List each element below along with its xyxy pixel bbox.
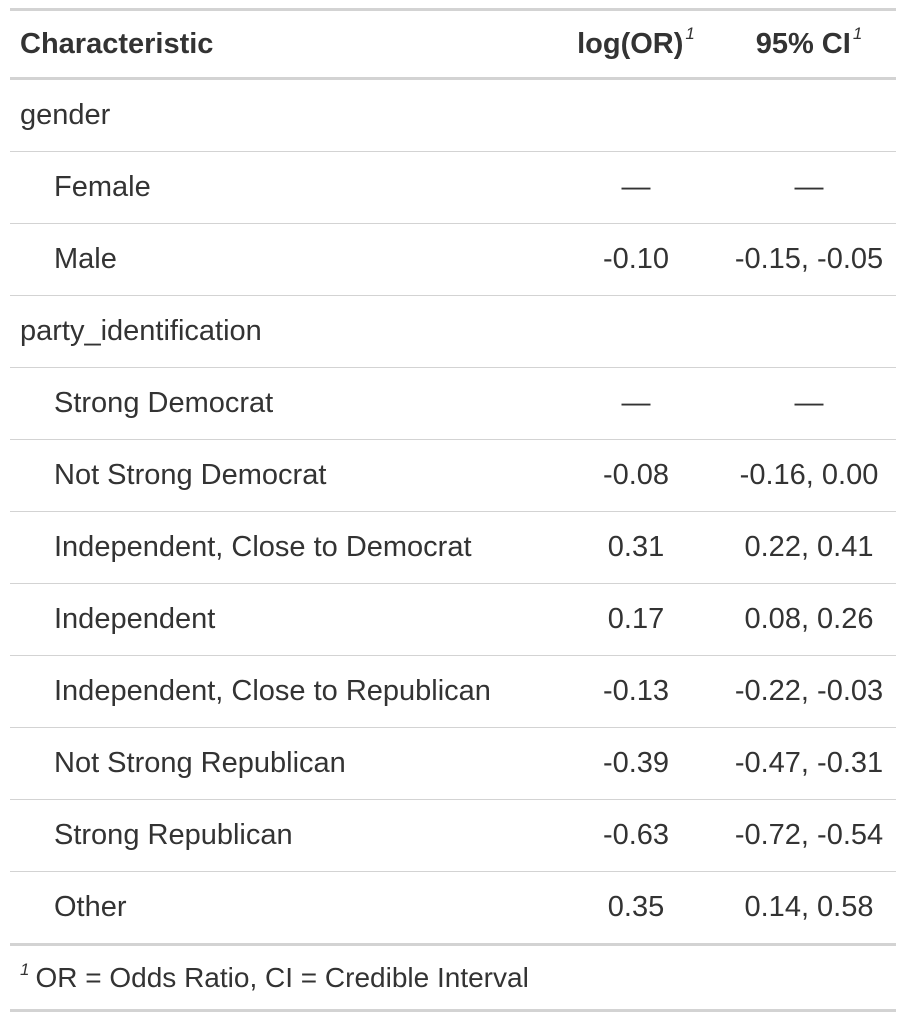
ci-cell: -0.15, -0.05 — [734, 243, 884, 275]
estimate-cell: -0.08 — [602, 459, 670, 491]
group-label-party-identification: party_identification — [20, 315, 262, 347]
level-label: Independent, Close to Democrat — [54, 531, 472, 563]
table-row: Not Strong Republican -0.39 -0.47, -0.31 — [10, 728, 896, 800]
table-row: Not Strong Democrat -0.08 -0.16, 0.00 — [10, 440, 896, 512]
ci-cell: 0.14, 0.58 — [744, 891, 874, 923]
level-label: Not Strong Republican — [54, 747, 346, 779]
footnote-marker: 1 — [852, 23, 863, 43]
ci-cell: -0.22, -0.03 — [734, 675, 884, 707]
group-label-gender: gender — [20, 99, 111, 131]
estimate-cell: -0.39 — [602, 747, 670, 779]
table-row: Independent 0.17 0.08, 0.26 — [10, 584, 896, 656]
header-log-or: log(OR) 1 — [577, 23, 695, 60]
estimate-cell: -0.10 — [602, 243, 670, 275]
regression-table-container: Characteristic log(OR) 1 95% CI 1 gender F… — [10, 8, 896, 1012]
estimate-cell — [550, 296, 722, 368]
header-characteristic: Characteristic — [20, 27, 214, 60]
ci-cell: 0.08, 0.26 — [744, 603, 874, 635]
ci-cell: — — [794, 387, 824, 419]
estimate-cell: 0.17 — [607, 603, 665, 635]
level-label: Not Strong Democrat — [54, 459, 327, 491]
estimate-cell: — — [621, 387, 651, 419]
ci-cell: -0.72, -0.54 — [734, 819, 884, 851]
table-header-row: Characteristic log(OR) 1 95% CI 1 — [10, 9, 896, 79]
estimate-cell: 0.35 — [607, 891, 665, 923]
table-row: Strong Republican -0.63 -0.72, -0.54 — [10, 800, 896, 872]
level-label: Other — [54, 891, 127, 923]
level-label: Independent, Close to Republican — [54, 675, 491, 707]
table-row: party_identification — [10, 296, 896, 368]
table-row: Male -0.10 -0.15, -0.05 — [10, 224, 896, 296]
table-row: gender — [10, 79, 896, 152]
table-row: Other 0.35 0.14, 0.58 — [10, 872, 896, 945]
table-footnote: 1 OR = Odds Ratio, CI = Credible Interva… — [10, 946, 896, 1012]
ci-cell — [722, 79, 896, 152]
footnote-marker: 1 — [685, 23, 695, 43]
estimate-cell: — — [621, 171, 651, 203]
table-row: Independent, Close to Democrat 0.31 0.22… — [10, 512, 896, 584]
level-label: Female — [54, 171, 151, 203]
level-label: Male — [54, 243, 117, 275]
estimate-cell: -0.13 — [602, 675, 670, 707]
ci-cell — [722, 296, 896, 368]
header-95-ci: 95% CI 1 — [755, 23, 863, 60]
footnote-marker: 1 — [20, 959, 30, 979]
ci-cell: 0.22, 0.41 — [744, 531, 874, 563]
table-row: Female — — — [10, 152, 896, 224]
table-row: Strong Democrat — — — [10, 368, 896, 440]
estimate-cell — [550, 79, 722, 152]
ci-cell: — — [794, 171, 824, 203]
table-row: Independent, Close to Republican -0.13 -… — [10, 656, 896, 728]
ci-cell: -0.47, -0.31 — [734, 747, 884, 779]
level-label: Strong Democrat — [54, 387, 274, 419]
estimate-cell: -0.63 — [602, 819, 670, 851]
ci-cell: -0.16, 0.00 — [739, 459, 879, 491]
regression-table: Characteristic log(OR) 1 95% CI 1 gender F… — [10, 8, 896, 946]
footnote-text: OR = Odds Ratio, CI = Credible Interval — [35, 961, 529, 993]
level-label: Strong Republican — [54, 819, 293, 851]
estimate-cell: 0.31 — [607, 531, 665, 563]
level-label: Independent — [54, 603, 216, 635]
